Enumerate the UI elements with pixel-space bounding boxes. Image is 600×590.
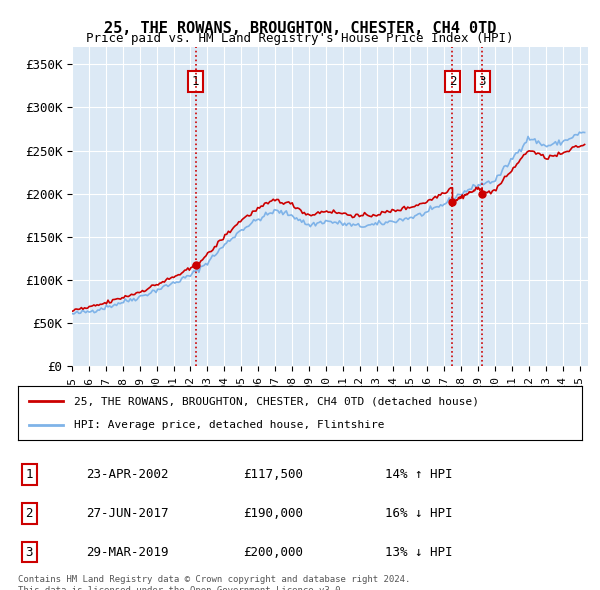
Text: 16% ↓ HPI: 16% ↓ HPI	[385, 507, 452, 520]
Text: 3: 3	[478, 75, 486, 88]
Text: 29-MAR-2019: 29-MAR-2019	[86, 546, 168, 559]
Text: 25, THE ROWANS, BROUGHTON, CHESTER, CH4 0TD: 25, THE ROWANS, BROUGHTON, CHESTER, CH4 …	[104, 21, 496, 35]
Text: 27-JUN-2017: 27-JUN-2017	[86, 507, 168, 520]
Text: 1: 1	[192, 75, 199, 88]
Text: £190,000: £190,000	[244, 507, 304, 520]
Text: HPI: Average price, detached house, Flintshire: HPI: Average price, detached house, Flin…	[74, 419, 385, 430]
Text: 2: 2	[449, 75, 456, 88]
Text: 1: 1	[26, 468, 33, 481]
Text: Price paid vs. HM Land Registry's House Price Index (HPI): Price paid vs. HM Land Registry's House …	[86, 32, 514, 45]
Text: 3: 3	[26, 546, 33, 559]
Text: 14% ↑ HPI: 14% ↑ HPI	[385, 468, 452, 481]
Text: 23-APR-2002: 23-APR-2002	[86, 468, 168, 481]
Text: 2: 2	[26, 507, 33, 520]
Text: 13% ↓ HPI: 13% ↓ HPI	[385, 546, 452, 559]
Text: 25, THE ROWANS, BROUGHTON, CHESTER, CH4 0TD (detached house): 25, THE ROWANS, BROUGHTON, CHESTER, CH4 …	[74, 396, 479, 407]
Text: £200,000: £200,000	[244, 546, 304, 559]
Text: Contains HM Land Registry data © Crown copyright and database right 2024.
This d: Contains HM Land Registry data © Crown c…	[18, 575, 410, 590]
Text: £117,500: £117,500	[244, 468, 304, 481]
